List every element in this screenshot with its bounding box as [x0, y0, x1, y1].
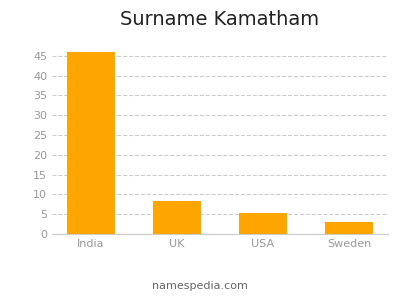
Text: namespedia.com: namespedia.com: [152, 281, 248, 291]
Bar: [67, 52, 114, 234]
Bar: [153, 201, 201, 234]
Bar: [326, 222, 373, 234]
Title: Surname Kamatham: Surname Kamatham: [120, 10, 320, 29]
Bar: [239, 213, 287, 234]
